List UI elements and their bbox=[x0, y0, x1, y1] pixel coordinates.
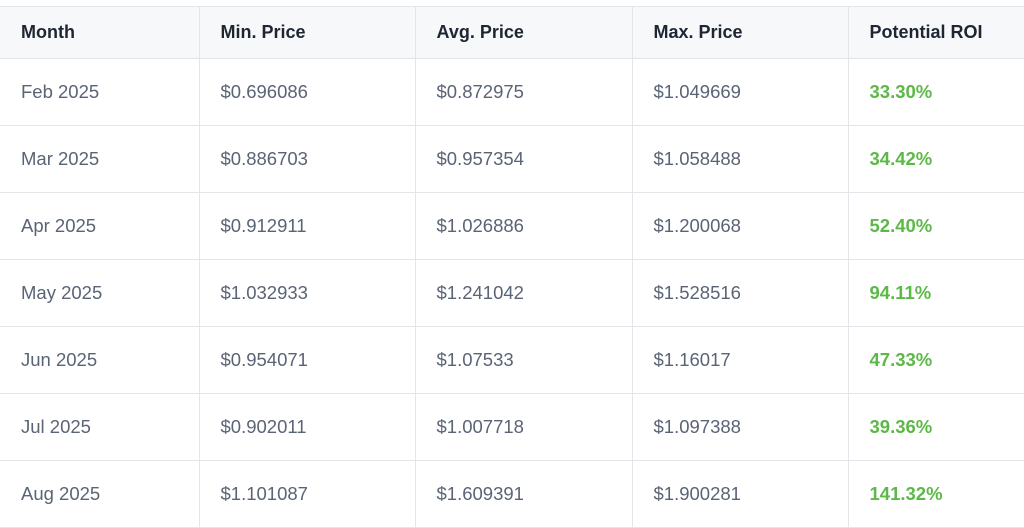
max-price-cell: $1.097388 bbox=[631, 393, 849, 461]
month-cell: Apr 2025 bbox=[0, 192, 200, 260]
price-prediction-table: Month Min. Price Avg. Price Max. Price P… bbox=[0, 6, 1024, 528]
avg-price-cell: $1.07533 bbox=[414, 326, 633, 394]
month-cell: Jun 2025 bbox=[0, 326, 200, 394]
table-row: Aug 2025 $1.101087 $1.609391 $1.900281 141.3… bbox=[0, 460, 1024, 528]
roi-cell: 33.30% bbox=[847, 58, 1024, 126]
month-cell: Jul 2025 bbox=[0, 393, 200, 461]
header-potential-roi: Potential ROI bbox=[847, 6, 1024, 59]
table-row: Mar 2025 $0.886703 $0.957354 $1.058488 34.42… bbox=[0, 125, 1024, 193]
avg-price-cell: $0.872975 bbox=[414, 58, 633, 126]
table-row: May 2025 $1.032933 $1.241042 $1.528516 94.11… bbox=[0, 259, 1024, 327]
header-month: Month bbox=[0, 6, 200, 59]
avg-price-cell: $0.957354 bbox=[414, 125, 633, 193]
max-price-cell: $1.058488 bbox=[631, 125, 849, 193]
min-price-cell: $0.696086 bbox=[198, 58, 416, 126]
min-price-cell: $1.101087 bbox=[198, 460, 416, 528]
min-price-cell: $0.954071 bbox=[198, 326, 416, 394]
roi-cell: 52.40% bbox=[847, 192, 1024, 260]
month-cell: May 2025 bbox=[0, 259, 200, 327]
header-min-price: Min. Price bbox=[198, 6, 416, 59]
max-price-cell: $1.200068 bbox=[631, 192, 849, 260]
header-max-price: Max. Price bbox=[631, 6, 849, 59]
max-price-cell: $1.16017 bbox=[631, 326, 849, 394]
roi-cell: 39.36% bbox=[847, 393, 1024, 461]
avg-price-cell: $1.609391 bbox=[414, 460, 633, 528]
month-cell: Aug 2025 bbox=[0, 460, 200, 528]
max-price-cell: $1.049669 bbox=[631, 58, 849, 126]
table-row: Apr 2025 $0.912911 $1.026886 $1.200068 52.40… bbox=[0, 192, 1024, 260]
roi-cell: 141.32% bbox=[847, 460, 1024, 528]
month-cell: Mar 2025 bbox=[0, 125, 200, 193]
avg-price-cell: $1.026886 bbox=[414, 192, 633, 260]
max-price-cell: $1.900281 bbox=[631, 460, 849, 528]
min-price-cell: $0.902011 bbox=[198, 393, 416, 461]
min-price-cell: $1.032933 bbox=[198, 259, 416, 327]
avg-price-cell: $1.007718 bbox=[414, 393, 633, 461]
roi-cell: 47.33% bbox=[847, 326, 1024, 394]
min-price-cell: $0.886703 bbox=[198, 125, 416, 193]
max-price-cell: $1.528516 bbox=[631, 259, 849, 327]
month-cell: Feb 2025 bbox=[0, 58, 200, 126]
table-row: Jun 2025 $0.954071 $1.07533 $1.16017 47.33% bbox=[0, 326, 1024, 394]
roi-cell: 94.11% bbox=[847, 259, 1024, 327]
avg-price-cell: $1.241042 bbox=[414, 259, 633, 327]
header-avg-price: Avg. Price bbox=[414, 6, 633, 59]
table-row: Feb 2025 $0.696086 $0.872975 $1.049669 33.30… bbox=[0, 58, 1024, 126]
table-row: Jul 2025 $0.902011 $1.007718 $1.097388 39.36… bbox=[0, 393, 1024, 461]
min-price-cell: $0.912911 bbox=[198, 192, 416, 260]
roi-cell: 34.42% bbox=[847, 125, 1024, 193]
table-header-row: Month Min. Price Avg. Price Max. Price P… bbox=[0, 6, 1024, 59]
